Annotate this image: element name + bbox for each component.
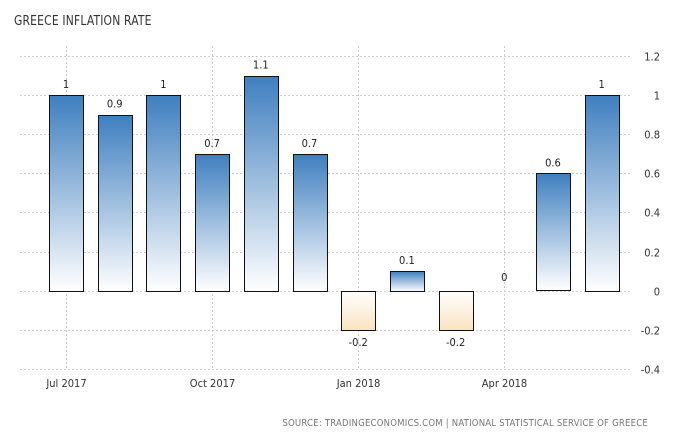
data-label: -0.2 (349, 336, 368, 349)
y-tick-label: -0.2 (641, 325, 660, 338)
y-tick-label: 0.4 (644, 207, 660, 220)
data-label: -0.2 (446, 336, 465, 349)
bar (293, 154, 328, 292)
data-label: 0.6 (545, 156, 561, 169)
bar (341, 291, 376, 331)
data-label: 1 (160, 78, 166, 91)
y-tick-label: 1 (654, 90, 660, 103)
bar (195, 154, 230, 292)
bar (98, 115, 133, 292)
y-tick-label: 0.6 (644, 168, 660, 181)
y-tick-label: -0.4 (641, 364, 660, 377)
y-axis: 1.2 1 0.8 0.6 0.4 0.2 0 -0.2 -0.4 (641, 51, 660, 377)
x-tick-label: Apr 2018 (482, 377, 527, 390)
x-tick-label: Oct 2017 (190, 377, 235, 390)
data-labels: 1 0.9 1 0.7 1.1 0.7 -0.2 0.1 -0.2 0 0.6 1 (63, 59, 605, 349)
data-label: 0.7 (204, 137, 220, 150)
bar (244, 76, 279, 292)
x-axis: Jul 2017 Oct 2017 Jan 2018 Apr 2018 (45, 377, 527, 390)
data-label: 0.9 (107, 98, 123, 111)
bar (146, 95, 181, 292)
chart-title: GREECE INFLATION RATE (14, 14, 152, 29)
data-label: 1 (599, 78, 605, 91)
x-tick-label: Jan 2018 (336, 377, 381, 390)
bar (390, 271, 425, 292)
y-tick-label: 0 (654, 286, 660, 299)
y-tick-label: 0.2 (644, 247, 660, 260)
bar (439, 291, 474, 331)
source-note: SOURCE: TRADINGECONOMICS.COM | NATIONAL … (282, 418, 648, 429)
data-label: 0.1 (399, 254, 415, 267)
y-tick-label: 0.8 (644, 129, 660, 142)
bar (49, 95, 84, 292)
bars (49, 76, 620, 331)
data-label: 1 (63, 78, 69, 91)
data-label: 0 (501, 271, 507, 284)
data-label: 1.1 (253, 59, 269, 72)
x-tick-label: Jul 2017 (45, 377, 86, 390)
data-label: 0.7 (302, 137, 318, 150)
y-tick-label: 1.2 (644, 51, 660, 64)
bar (536, 173, 571, 291)
bar (585, 95, 620, 292)
